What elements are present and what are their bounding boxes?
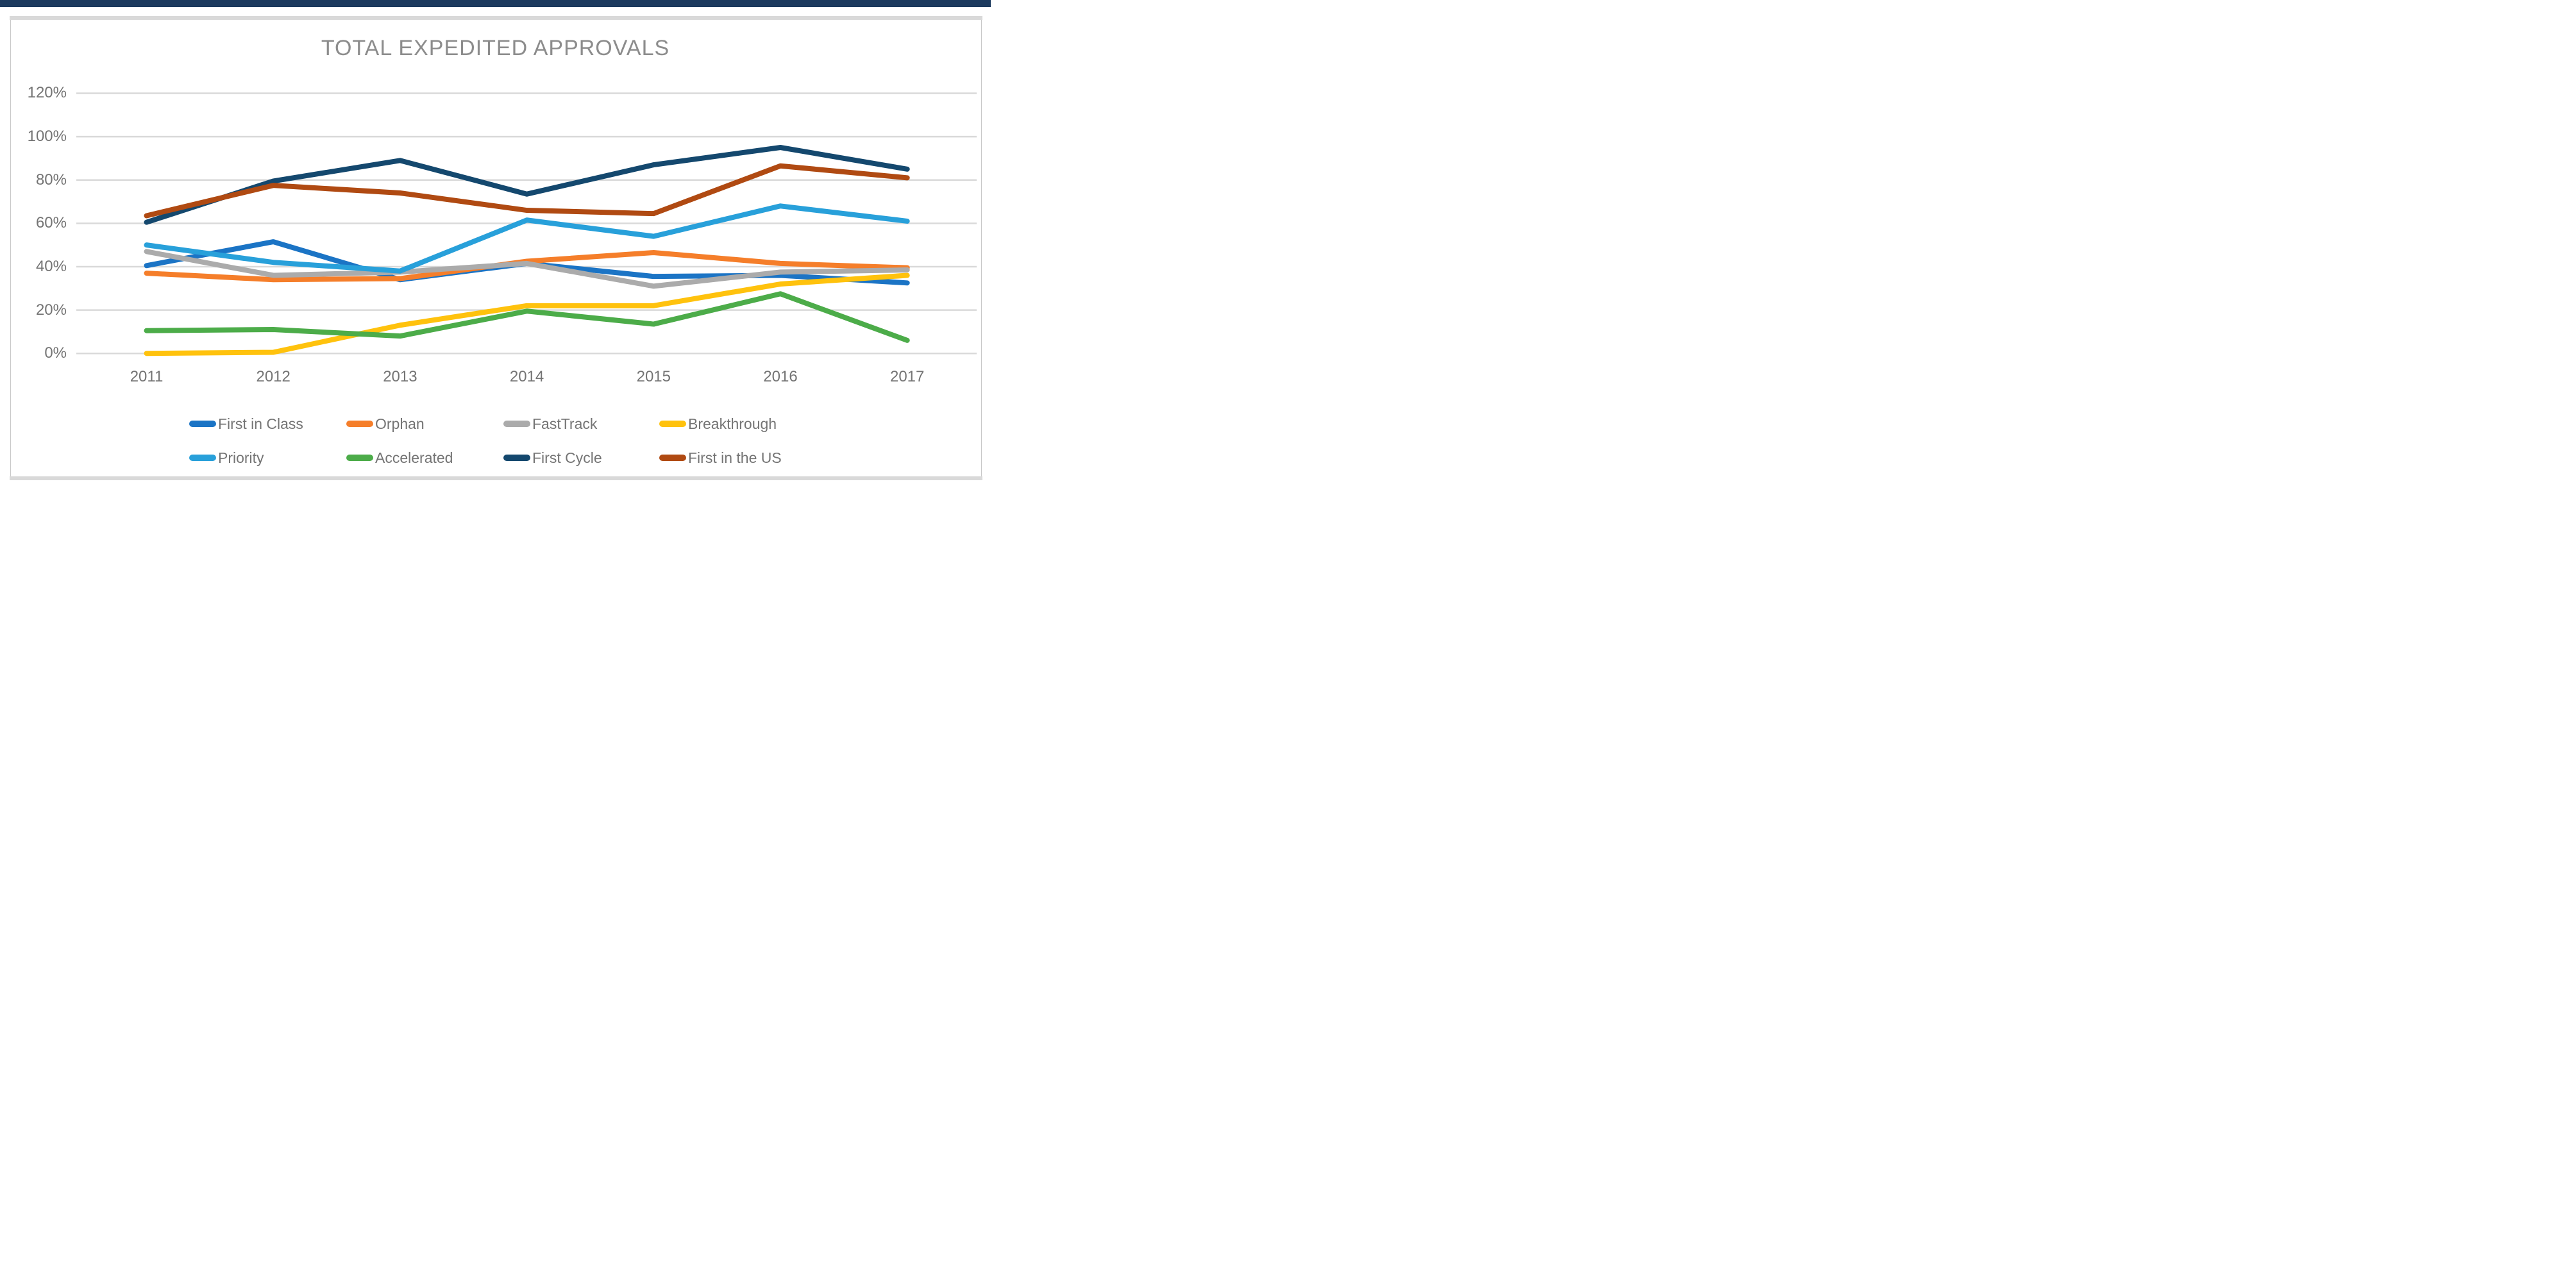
legend-label: Orphan xyxy=(375,415,425,432)
y-tick-0%: 0% xyxy=(44,344,67,362)
legend-label: Breakthrough xyxy=(688,415,777,432)
legend-item-breakthrough: Breakthrough xyxy=(659,415,777,432)
legend-label: Accelerated xyxy=(375,449,453,466)
legend-swatch-fasttrack xyxy=(503,421,530,427)
legend-item-fasttrack: FastTrack xyxy=(503,415,597,432)
legend-item-priority: Priority xyxy=(189,449,264,466)
x-tick-2014: 2014 xyxy=(509,368,544,385)
chart-title: TOTAL EXPEDITED APPROVALS xyxy=(321,36,670,60)
legend-swatch-first-in-the-us xyxy=(659,455,686,461)
chart-frame-bottom-strip xyxy=(10,476,982,480)
series-line-fasttrack xyxy=(144,249,910,289)
y-tick-100%: 100% xyxy=(27,128,67,146)
chart-frame-left-border xyxy=(10,20,11,476)
legend-item-orphan: Orphan xyxy=(346,415,425,432)
legend-label: FastTrack xyxy=(532,415,598,432)
legend-swatch-priority xyxy=(189,455,216,461)
legend-swatch-orphan xyxy=(346,421,373,427)
legend-label: First in the US xyxy=(688,449,782,466)
y-tick-120%: 120% xyxy=(27,84,67,102)
legend-item-accelerated: Accelerated xyxy=(346,449,453,466)
x-tick-2015: 2015 xyxy=(636,368,671,385)
x-tick-2013: 2013 xyxy=(383,368,417,385)
line-chart-plot-area xyxy=(76,92,977,356)
x-tick-2012: 2012 xyxy=(256,368,290,385)
legend-item-first-cycle: First Cycle xyxy=(503,449,602,466)
legend-item-first-in-the-us: First in the US xyxy=(659,449,782,466)
y-tick-20%: 20% xyxy=(35,301,67,319)
x-tick-2011: 2011 xyxy=(130,368,164,385)
series-line-accelerated xyxy=(144,291,910,343)
legend-label: Priority xyxy=(218,449,264,466)
y-tick-80%: 80% xyxy=(35,171,67,188)
y-tick-40%: 40% xyxy=(35,257,67,275)
window-top-bar xyxy=(0,0,991,7)
legend-swatch-breakthrough xyxy=(659,421,686,427)
y-tick-60%: 60% xyxy=(35,214,67,232)
legend-label: First in Class xyxy=(218,415,303,432)
series-line-breakthrough xyxy=(144,272,910,356)
legend-label: First Cycle xyxy=(532,449,602,466)
chart-frame-right-border xyxy=(981,20,982,476)
legend-swatch-first-in-class xyxy=(189,421,216,427)
x-tick-2017: 2017 xyxy=(889,368,925,385)
series-line-priority xyxy=(144,203,910,274)
chart-frame-top-strip xyxy=(10,16,982,20)
legend-swatch-accelerated xyxy=(346,455,373,461)
x-tick-2016: 2016 xyxy=(763,368,798,385)
series-line-first-cycle xyxy=(144,145,910,225)
series-line-first-in-the-us xyxy=(144,163,910,219)
legend-item-first-in-class: First in Class xyxy=(189,415,303,432)
legend-swatch-first-cycle xyxy=(503,455,530,461)
